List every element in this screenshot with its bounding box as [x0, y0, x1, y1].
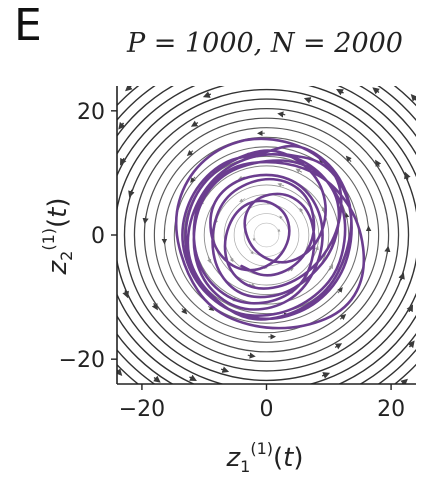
streamline-arrow: [404, 171, 411, 180]
streamline-arrow: [337, 287, 343, 294]
streamline-arrow: [220, 366, 230, 373]
streamline-arrow: [190, 120, 199, 127]
streamline: [117, 86, 416, 384]
streamline-arrow: [125, 86, 133, 92]
streamline-arrow: [410, 94, 416, 102]
streamline: [143, 117, 390, 353]
x-tick-label: 0: [260, 397, 274, 422]
streamline-arrow: [142, 216, 149, 225]
streamline-arrow: [227, 67, 232, 68]
streamline: [117, 86, 416, 384]
axes: [116, 86, 416, 385]
streamline-arrow: [207, 305, 215, 312]
streamline-arrow: [151, 303, 158, 311]
streamline-arrow: [128, 189, 135, 198]
streamline-arrow: [301, 402, 306, 403]
streamline-arrow: [375, 159, 382, 167]
streamline-arrow: [190, 176, 196, 183]
streamline-arrow: [334, 343, 343, 350]
streamline-arrow: [98, 270, 99, 275]
streamline: [153, 127, 380, 343]
streamline-arrow: [372, 87, 380, 95]
streamline-arrow: [339, 314, 347, 321]
trajectory-layer: [174, 137, 366, 330]
streamline: [117, 86, 416, 384]
streamline: [117, 88, 416, 382]
chart-title: P = 1000, N = 2000: [127, 28, 403, 59]
streamline-arrow: [303, 97, 313, 104]
streamline-arrow: [122, 290, 129, 299]
x-tick-label: −20: [119, 397, 165, 422]
trajectory-line: [174, 137, 366, 330]
streamline-arrow: [189, 374, 197, 382]
streamline-arrow: [277, 111, 286, 118]
streamline-arrow: [186, 149, 194, 156]
streamline-arrow: [398, 272, 405, 281]
streamline: [173, 146, 360, 324]
streamline-arrow: [249, 249, 254, 255]
streamline-arrow: [287, 267, 294, 272]
streamline: [243, 213, 290, 257]
streamline-arrow: [407, 340, 415, 349]
x-tick-label: 20: [377, 397, 405, 422]
streamline: [253, 222, 280, 248]
streamline: [163, 136, 370, 334]
streamline-arrow: [336, 88, 344, 96]
streamline-arrow: [119, 157, 127, 166]
panel-label: E: [14, 0, 42, 51]
streamline-arrow: [434, 195, 435, 200]
vector-field-streamlines: [98, 67, 435, 403]
streamline: [123, 98, 410, 372]
streamline-arrow: [247, 352, 256, 359]
streamline-arrow: [153, 375, 161, 383]
streamline-arrow: [406, 304, 414, 313]
streamline-arrow: [277, 182, 285, 187]
streamline-arrow: [328, 263, 334, 271]
streamline-arrow: [295, 168, 303, 173]
streamline-arrow: [207, 256, 212, 264]
y-tick-label: 20: [77, 100, 105, 125]
streamline-arrow: [181, 308, 188, 315]
streamline-arrow: [345, 155, 352, 162]
streamline-arrow: [321, 372, 331, 379]
y-axis-label: z2(1)(t): [39, 197, 76, 275]
streamline-arrow: [248, 283, 256, 288]
streamline-arrow: [314, 245, 319, 253]
streamline-arrow: [344, 212, 350, 220]
streamline: [193, 165, 340, 305]
streamline-arrow: [202, 91, 212, 98]
streamline: [117, 86, 416, 384]
y-tick-label: 0: [91, 224, 105, 249]
streamline-arrow: [299, 207, 304, 214]
streamline-arrow: [239, 198, 246, 203]
streamline-arrow: [118, 121, 126, 130]
streamline: [133, 108, 400, 362]
streamline-arrow: [229, 256, 234, 263]
streamline-arrow: [384, 245, 391, 254]
tick-labels: −20 0 20 −20 0 20: [59, 100, 406, 422]
x-axis-label: z1(1)(t): [225, 439, 303, 476]
streamline-arrow: [279, 215, 284, 221]
y-tick-label: −20: [59, 348, 105, 373]
